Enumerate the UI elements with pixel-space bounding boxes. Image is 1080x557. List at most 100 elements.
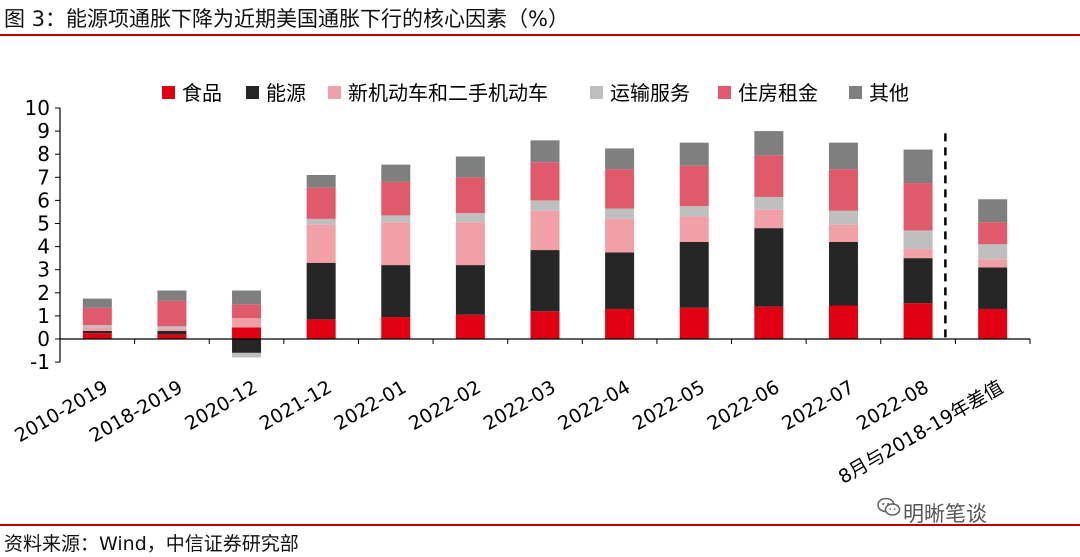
bottom-rule	[0, 524, 1080, 526]
x-tick-label: 2022-01	[331, 376, 411, 435]
bar-segment	[381, 317, 411, 339]
bar-segment	[679, 142, 709, 166]
bar-segment	[82, 298, 112, 308]
bar-segment	[455, 213, 485, 223]
bar-segment	[679, 241, 709, 308]
wechat-icon	[877, 497, 901, 516]
bar-segment	[679, 165, 709, 207]
bar-segment	[530, 140, 560, 163]
bar-segment	[530, 162, 560, 201]
bar-segment	[903, 248, 933, 259]
y-tick-label: 3	[37, 258, 50, 282]
bar-segment	[903, 230, 933, 249]
bar-segment	[903, 183, 933, 231]
y-tick-label: 4	[37, 235, 50, 259]
bar-segment	[82, 333, 112, 339]
bar-segment	[306, 224, 336, 263]
bar-segment	[828, 169, 858, 211]
y-tick-label: 7	[37, 165, 50, 189]
x-tick-label: 2022-05	[629, 376, 709, 435]
watermark: 明晰笔谈	[903, 502, 987, 526]
bar-segment	[381, 222, 411, 266]
bar-segment	[978, 244, 1008, 260]
legend-swatch	[590, 86, 603, 99]
legend-label: 其他	[869, 81, 909, 105]
bar-segment	[828, 241, 858, 306]
bar-segment	[978, 222, 1008, 245]
bar-segment	[903, 258, 933, 304]
y-tick-label: 1	[37, 304, 50, 328]
legend-label: 食品	[182, 81, 222, 105]
bar-segment	[754, 131, 784, 156]
bar-segment	[605, 218, 635, 253]
bar-segment	[232, 304, 262, 319]
bar-segment	[903, 149, 933, 184]
legend: 食品 能源 新机动车和二手机动车 运输服务 住房租金 其他	[162, 81, 909, 105]
bar-segment	[82, 327, 112, 331]
y-tick-label: 10	[25, 96, 50, 120]
bar-segment	[828, 142, 858, 170]
source-note: 资料来源：Wind，中信证券研究部	[4, 533, 299, 555]
bar-segment	[978, 308, 1008, 339]
legend-label: 新机动车和二手机动车	[348, 81, 548, 105]
bar-segment	[455, 177, 485, 214]
bar-segment	[455, 156, 485, 178]
bar-segment	[157, 330, 187, 335]
y-tick-label: -1	[30, 350, 50, 374]
x-tick-label: 2022-02	[405, 376, 485, 435]
bar-segment	[530, 210, 560, 251]
bar-segment	[455, 222, 485, 266]
bar-segment	[306, 218, 336, 225]
bar-segment	[828, 210, 858, 225]
bar-segment	[381, 265, 411, 318]
bar-segment	[754, 155, 784, 197]
legend-swatch	[849, 86, 862, 99]
bar-segment	[82, 330, 112, 334]
y-tick-label: 2	[37, 281, 50, 305]
bar-segment	[754, 209, 784, 229]
legend-swatch	[718, 86, 731, 99]
bar-segment	[306, 187, 336, 219]
bar-segment	[381, 164, 411, 182]
x-tick-label: 2022-03	[480, 376, 560, 435]
bar-segment	[381, 215, 411, 223]
x-tick-label: 2022-07	[778, 376, 858, 435]
bar-segment	[455, 265, 485, 315]
top-rule	[0, 34, 1080, 36]
bar-segment	[455, 314, 485, 339]
bar-segment	[157, 328, 187, 331]
bar-segment	[978, 267, 1008, 309]
bar-segment	[605, 252, 635, 309]
y-tick-label: 9	[37, 119, 50, 143]
bars	[82, 131, 1008, 358]
bar-segment	[82, 325, 112, 328]
bar-segment	[381, 181, 411, 216]
bar-segment	[306, 174, 336, 188]
bar-segment	[530, 200, 560, 211]
bar-segment	[306, 319, 336, 339]
bar-segment	[754, 196, 784, 210]
y-tick-label: 6	[37, 188, 50, 212]
bar-segment	[903, 303, 933, 339]
bar-segment	[679, 216, 709, 242]
bar-segment	[828, 305, 858, 339]
legend-swatch	[246, 86, 259, 99]
bar-segment	[530, 250, 560, 312]
bar-segment	[157, 334, 187, 339]
bar-segment	[82, 307, 112, 326]
y-tick-label: 0	[37, 327, 50, 351]
bar-segment	[306, 262, 336, 320]
bar-segment	[157, 300, 187, 327]
legend-swatch	[162, 86, 175, 99]
legend-label: 运输服务	[610, 81, 690, 105]
bar-segment	[605, 308, 635, 339]
legend-swatch	[328, 86, 341, 99]
bar-segment	[605, 208, 635, 219]
x-tick-label: 2022-04	[554, 376, 634, 435]
bar-segment	[232, 327, 262, 339]
bar-segment	[754, 306, 784, 339]
x-tick-label: 2020-12	[181, 376, 261, 435]
bar-segment	[157, 290, 187, 301]
bar-segment	[157, 326, 187, 329]
chart-title: 图 3：能源项通胀下降为近期美国通胀下行的核心因素（%）	[4, 7, 569, 31]
